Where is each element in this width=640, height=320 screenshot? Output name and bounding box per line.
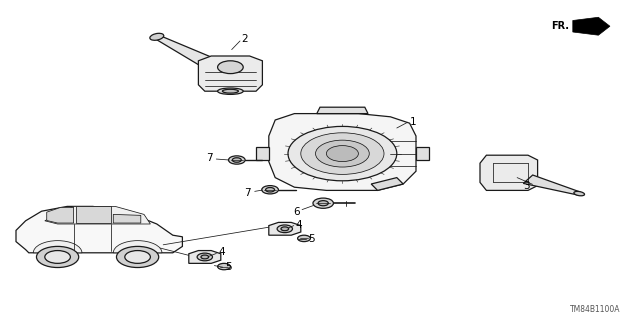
Circle shape	[116, 246, 159, 268]
Text: 6: 6	[293, 207, 300, 217]
Circle shape	[266, 188, 275, 192]
Circle shape	[298, 235, 310, 242]
Circle shape	[277, 225, 292, 233]
Circle shape	[262, 186, 278, 194]
Circle shape	[281, 227, 289, 231]
Circle shape	[125, 251, 150, 263]
Text: FR.: FR.	[552, 21, 570, 31]
Text: 7: 7	[206, 153, 212, 163]
Polygon shape	[45, 206, 150, 224]
Circle shape	[36, 246, 79, 268]
Polygon shape	[371, 178, 403, 190]
Circle shape	[301, 133, 384, 174]
Polygon shape	[480, 155, 538, 190]
Ellipse shape	[223, 89, 238, 93]
Polygon shape	[269, 222, 301, 235]
Wedge shape	[33, 241, 82, 253]
Polygon shape	[416, 147, 429, 160]
Circle shape	[218, 61, 243, 74]
Polygon shape	[573, 17, 610, 35]
Text: 7: 7	[244, 188, 251, 198]
Circle shape	[326, 146, 358, 162]
Circle shape	[313, 198, 333, 208]
Polygon shape	[189, 251, 221, 263]
Polygon shape	[317, 107, 368, 114]
Polygon shape	[198, 56, 262, 91]
Circle shape	[318, 201, 328, 206]
Wedge shape	[113, 241, 162, 253]
Text: 3: 3	[524, 181, 530, 191]
Polygon shape	[76, 206, 111, 223]
Ellipse shape	[574, 191, 584, 196]
Circle shape	[232, 158, 241, 162]
Polygon shape	[16, 206, 182, 253]
Text: 5: 5	[225, 262, 232, 272]
Polygon shape	[113, 214, 141, 223]
Polygon shape	[154, 36, 226, 71]
Circle shape	[45, 251, 70, 263]
Polygon shape	[524, 175, 580, 195]
Text: 4: 4	[296, 220, 302, 230]
Polygon shape	[269, 114, 416, 190]
Circle shape	[218, 263, 230, 270]
Circle shape	[228, 156, 245, 164]
Ellipse shape	[218, 88, 243, 94]
Text: 5: 5	[308, 234, 315, 244]
Circle shape	[197, 253, 212, 261]
Text: TM84B1100A: TM84B1100A	[570, 305, 621, 314]
Circle shape	[316, 140, 369, 167]
Text: 2: 2	[241, 34, 248, 44]
Circle shape	[201, 255, 209, 259]
Text: 4: 4	[219, 247, 225, 257]
Polygon shape	[256, 147, 269, 160]
Circle shape	[288, 126, 397, 181]
Ellipse shape	[150, 33, 164, 40]
Text: 1: 1	[410, 116, 416, 127]
Polygon shape	[47, 207, 74, 223]
